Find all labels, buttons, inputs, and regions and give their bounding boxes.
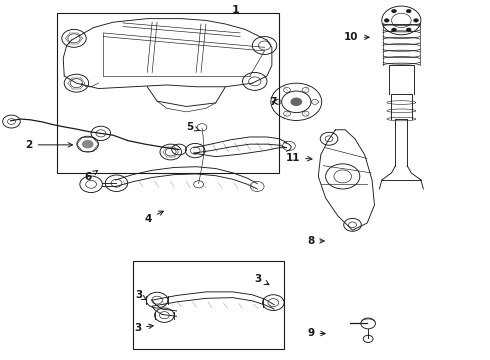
Text: 4: 4: [145, 211, 163, 224]
Text: 9: 9: [307, 328, 325, 338]
Circle shape: [414, 19, 418, 22]
Circle shape: [392, 9, 396, 13]
Circle shape: [291, 98, 302, 106]
Bar: [57, 13, 279, 173]
Text: 3: 3: [255, 274, 269, 285]
Text: 3: 3: [135, 291, 147, 301]
Circle shape: [392, 28, 396, 32]
Bar: [133, 261, 284, 348]
Circle shape: [384, 19, 389, 22]
Circle shape: [82, 140, 94, 148]
Text: 3: 3: [134, 323, 153, 333]
Text: 2: 2: [25, 140, 73, 150]
Circle shape: [406, 28, 411, 32]
Text: 10: 10: [344, 32, 369, 42]
Text: 8: 8: [307, 236, 324, 246]
Circle shape: [406, 9, 411, 13]
Text: 1: 1: [231, 5, 239, 15]
Text: 7: 7: [270, 97, 277, 107]
Text: 5: 5: [187, 122, 199, 132]
Text: 11: 11: [286, 153, 312, 163]
Text: 6: 6: [84, 171, 98, 182]
